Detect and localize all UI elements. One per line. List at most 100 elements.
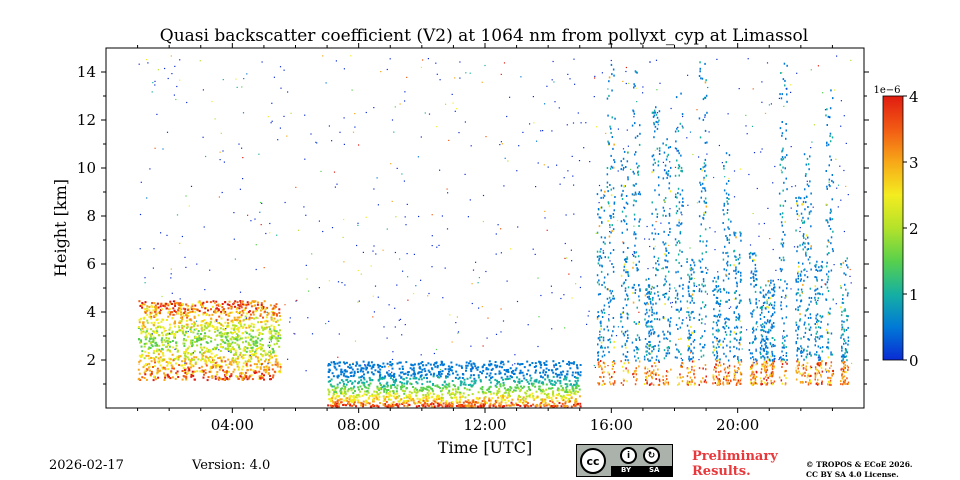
heatmap-cell — [216, 328, 219, 330]
heatmap-cell — [518, 363, 521, 366]
heatmap-cell — [761, 335, 764, 338]
heatmap-cell — [386, 384, 389, 387]
heatmap-cell — [705, 174, 708, 177]
heatmap-cell — [620, 316, 622, 319]
heatmap-cell — [255, 307, 258, 310]
heatmap-cell — [516, 362, 519, 365]
heatmap-cell — [723, 352, 725, 355]
heatmap-cell — [378, 395, 381, 398]
heatmap-cell — [676, 294, 679, 297]
heatmap-cell — [455, 400, 458, 403]
heatmap-cell — [238, 326, 241, 329]
heatmap-cell — [243, 376, 246, 379]
heatmap-cell — [706, 141, 708, 144]
heatmap-cell — [345, 370, 348, 373]
heatmap-cell — [772, 362, 775, 365]
heatmap-cell — [393, 372, 396, 375]
heatmap-cell — [704, 228, 707, 231]
heatmap-cell — [189, 359, 192, 361]
heatmap-cell — [551, 401, 554, 404]
heatmap-cell — [171, 311, 173, 314]
heatmap-cell — [471, 393, 474, 396]
heatmap-cell — [724, 367, 726, 370]
heatmap-cell — [733, 372, 735, 375]
heatmap-cell — [222, 378, 225, 381]
heatmap-cell — [426, 400, 429, 402]
heatmap-cell — [795, 280, 798, 283]
heatmap-cell — [142, 324, 145, 327]
heatmap-cell — [667, 349, 669, 352]
heatmap-cell — [674, 238, 677, 241]
heatmap-cell — [716, 352, 718, 355]
heatmap-cell — [142, 366, 145, 369]
heatmap-cell — [653, 123, 655, 126]
heatmap-cell — [438, 395, 440, 397]
heatmap-cell — [540, 398, 543, 401]
heatmap-cell — [720, 343, 722, 346]
heatmap-cell — [620, 168, 622, 171]
heatmap-cell — [773, 307, 775, 310]
heatmap-cell — [398, 367, 401, 370]
heatmap-cell — [417, 363, 420, 366]
heatmap-cell — [652, 169, 655, 172]
heatmap-cell — [195, 356, 198, 359]
heatmap-cell — [365, 399, 367, 402]
heatmap-cell — [342, 392, 344, 395]
heatmap-cell — [173, 300, 176, 303]
heatmap-cell — [666, 352, 669, 355]
heatmap-cell — [275, 321, 278, 323]
heatmap-cell — [484, 392, 487, 395]
heatmap-cell — [606, 297, 609, 300]
heatmap-cell — [167, 315, 170, 318]
heatmap-cell — [666, 378, 668, 381]
heatmap-cell — [602, 380, 604, 383]
heatmap-cell — [214, 320, 217, 323]
heatmap-cell — [780, 301, 782, 304]
heatmap-cell — [678, 224, 680, 227]
heatmap-cell — [780, 242, 782, 245]
heatmap-cell — [637, 323, 639, 325]
heatmap-cell — [556, 367, 559, 370]
heatmap-cell — [263, 320, 266, 323]
heatmap-cell — [502, 378, 504, 381]
heatmap-cell — [729, 340, 731, 343]
heatmap-cell — [716, 290, 719, 293]
heatmap-cell — [457, 388, 460, 391]
heatmap-cell — [388, 394, 391, 397]
heatmap-cell — [764, 301, 766, 304]
heatmap-cell — [138, 321, 141, 324]
heatmap-cell — [621, 312, 624, 314]
heatmap-cell — [148, 316, 151, 318]
heatmap-cell — [716, 343, 719, 346]
heatmap-cell — [645, 372, 648, 375]
heatmap-cell — [648, 309, 651, 312]
heatmap-cell — [689, 358, 692, 361]
heatmap-cell — [806, 349, 808, 352]
heatmap-cell — [516, 386, 519, 389]
heatmap-cell — [251, 340, 254, 343]
heatmap-cell — [425, 373, 428, 376]
heatmap-cell — [403, 392, 406, 395]
heatmap-cell — [254, 343, 257, 346]
heatmap-cell — [467, 394, 470, 397]
heatmap-cell — [445, 376, 448, 379]
heatmap-cell — [171, 353, 174, 356]
heatmap-cell — [650, 306, 653, 309]
heatmap-cell — [336, 392, 338, 395]
heatmap-cell — [667, 260, 669, 263]
heatmap-cell — [153, 306, 156, 309]
heatmap-cell — [236, 376, 239, 379]
heatmap-cell — [750, 357, 752, 360]
heatmap-cell — [653, 121, 655, 124]
heatmap-cell — [755, 322, 758, 325]
heatmap-cell — [365, 386, 368, 389]
heatmap-cell — [807, 217, 809, 220]
heatmap-cell — [704, 62, 706, 65]
heatmap-cell — [809, 380, 812, 383]
heatmap-cell — [651, 311, 653, 314]
heatmap-cell — [143, 303, 146, 306]
heatmap-cell — [246, 365, 249, 368]
heatmap-cell — [190, 373, 193, 376]
heatmap-cell — [152, 357, 155, 360]
heatmap-cell — [559, 380, 562, 383]
